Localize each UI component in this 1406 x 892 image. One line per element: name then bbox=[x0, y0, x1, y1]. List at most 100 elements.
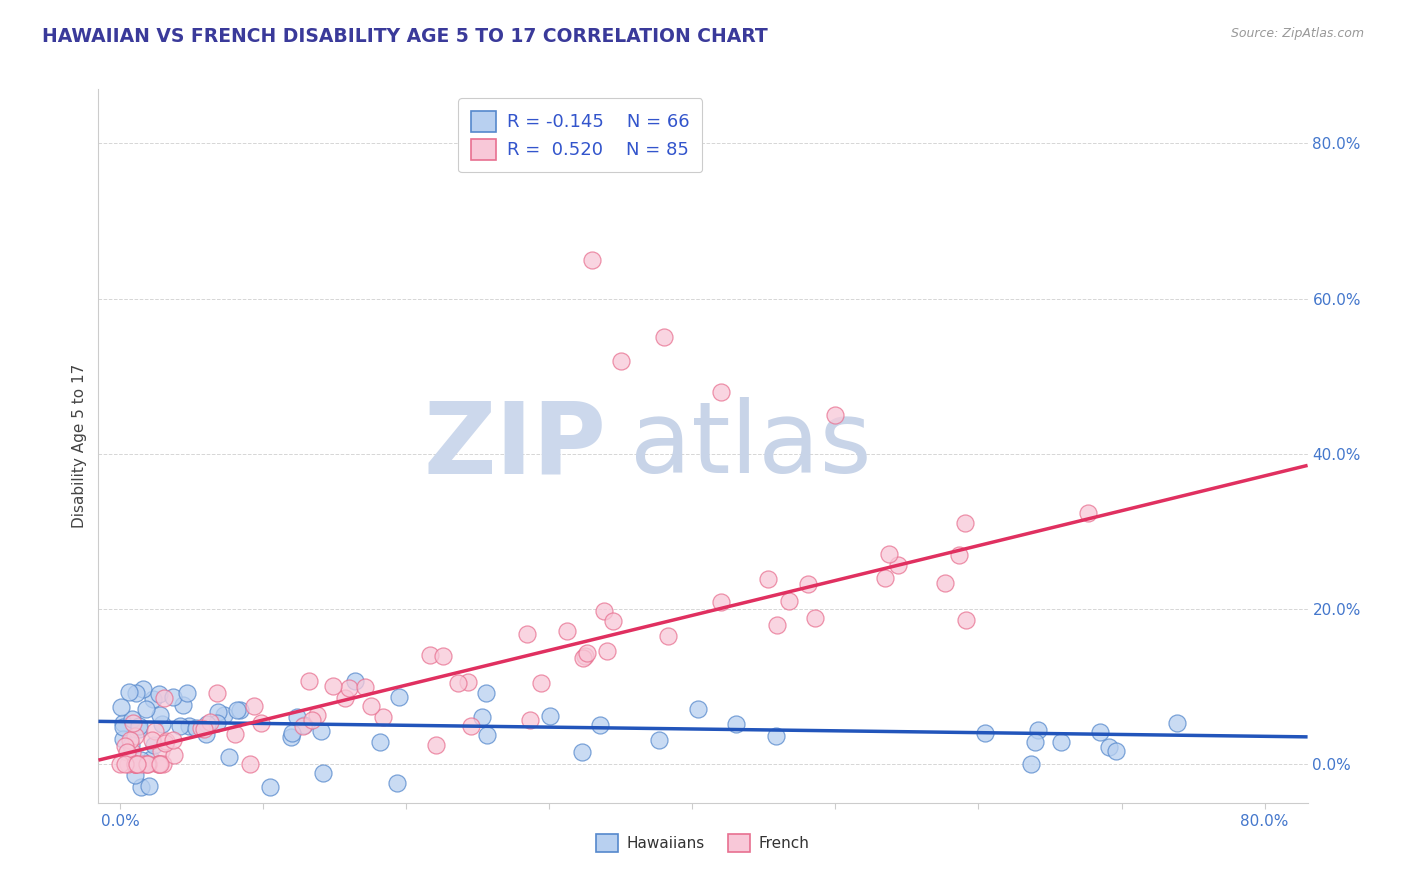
Point bbox=[190, 722, 212, 736]
Point bbox=[135, 757, 157, 772]
Point bbox=[176, 685, 198, 699]
Point bbox=[139, 752, 162, 766]
Point bbox=[155, 734, 177, 748]
Point bbox=[652, 330, 675, 344]
Point bbox=[226, 703, 249, 717]
Point bbox=[114, 757, 136, 772]
Point bbox=[141, 732, 163, 747]
Point bbox=[149, 757, 172, 772]
Point bbox=[124, 757, 146, 772]
Point bbox=[152, 757, 174, 772]
Point bbox=[148, 757, 170, 772]
Point bbox=[778, 594, 800, 608]
Point bbox=[1028, 723, 1050, 738]
Point bbox=[576, 646, 599, 660]
Point bbox=[725, 717, 748, 731]
Point bbox=[710, 384, 733, 399]
Point bbox=[530, 676, 553, 690]
Point bbox=[581, 252, 603, 267]
Point bbox=[146, 757, 169, 772]
Point bbox=[457, 674, 479, 689]
Point bbox=[138, 779, 160, 793]
Point bbox=[292, 718, 315, 732]
Point bbox=[337, 681, 360, 695]
Point bbox=[117, 757, 139, 772]
Point bbox=[212, 707, 235, 722]
Point bbox=[602, 614, 624, 628]
Point bbox=[205, 686, 228, 700]
Point bbox=[122, 716, 145, 731]
Point bbox=[1050, 734, 1073, 748]
Point bbox=[132, 681, 155, 696]
Point bbox=[125, 685, 148, 699]
Point bbox=[475, 728, 498, 742]
Point bbox=[110, 700, 132, 714]
Point bbox=[114, 739, 136, 753]
Point bbox=[250, 715, 273, 730]
Point bbox=[200, 714, 222, 729]
Point bbox=[934, 576, 956, 591]
Point bbox=[1166, 716, 1188, 731]
Point bbox=[291, 719, 314, 733]
Point bbox=[117, 745, 139, 759]
Point bbox=[149, 708, 172, 723]
Point bbox=[118, 685, 141, 699]
Point bbox=[948, 549, 970, 563]
Point bbox=[121, 745, 143, 759]
Point bbox=[1105, 744, 1128, 758]
Point bbox=[344, 673, 367, 688]
Point bbox=[471, 710, 494, 724]
Point bbox=[162, 748, 184, 763]
Point bbox=[474, 686, 496, 700]
Point bbox=[307, 707, 329, 722]
Point bbox=[425, 738, 447, 752]
Point bbox=[955, 613, 977, 627]
Point bbox=[974, 725, 997, 739]
Point bbox=[335, 690, 357, 705]
Point bbox=[1090, 725, 1112, 739]
Point bbox=[371, 710, 394, 724]
Point bbox=[162, 732, 184, 747]
Point bbox=[460, 719, 482, 733]
Point bbox=[309, 723, 332, 738]
Point bbox=[875, 571, 897, 585]
Point bbox=[148, 687, 170, 701]
Point bbox=[205, 715, 228, 730]
Point bbox=[1024, 735, 1046, 749]
Point bbox=[519, 714, 541, 728]
Point bbox=[388, 690, 411, 705]
Point bbox=[142, 691, 165, 706]
Point bbox=[135, 702, 157, 716]
Point bbox=[218, 750, 240, 764]
Point bbox=[124, 757, 146, 772]
Point bbox=[555, 624, 578, 638]
Point bbox=[124, 729, 146, 743]
Point bbox=[593, 604, 616, 618]
Point bbox=[686, 702, 709, 716]
Point bbox=[432, 649, 454, 664]
Point bbox=[301, 713, 323, 727]
Point bbox=[596, 644, 619, 658]
Point bbox=[195, 716, 218, 731]
Point bbox=[111, 731, 134, 746]
Point bbox=[516, 627, 538, 641]
Point bbox=[136, 757, 159, 772]
Text: atlas: atlas bbox=[630, 398, 872, 494]
Point bbox=[588, 718, 610, 732]
Point bbox=[138, 757, 160, 772]
Point bbox=[1019, 757, 1042, 772]
Point bbox=[287, 709, 309, 723]
Point bbox=[259, 780, 281, 794]
Point bbox=[112, 716, 135, 731]
Point bbox=[127, 757, 149, 772]
Point bbox=[765, 617, 787, 632]
Point bbox=[194, 727, 217, 741]
Point bbox=[193, 722, 215, 736]
Legend: Hawaiians, French: Hawaiians, French bbox=[589, 827, 817, 859]
Point bbox=[169, 719, 191, 733]
Point bbox=[131, 757, 153, 772]
Point bbox=[360, 698, 382, 713]
Point bbox=[131, 780, 153, 794]
Point bbox=[243, 698, 266, 713]
Point bbox=[162, 690, 184, 704]
